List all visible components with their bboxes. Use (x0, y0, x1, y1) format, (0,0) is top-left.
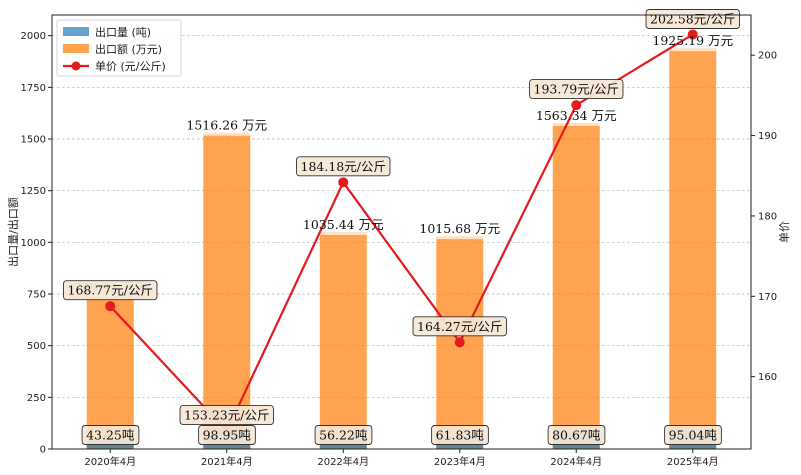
legend-swatch-amount (63, 44, 89, 53)
bar-amount-cap (436, 236, 484, 240)
volume-label-box (664, 425, 722, 445)
bar-export-amount (319, 235, 367, 449)
price-label: 153.23元/公斤 (184, 408, 269, 423)
left-y-axis: 0 250 500 750 1000 1250 1500 1750 2000 (21, 31, 52, 456)
price-label-box (63, 280, 158, 301)
price-label: 184.18元/公斤 (301, 159, 386, 174)
price-point (571, 100, 582, 111)
export-amount-bars (86, 48, 717, 450)
right-y-axis: 160 170 180 190 200 (751, 51, 777, 383)
grid (52, 35, 751, 398)
price-point (454, 337, 465, 348)
price-label: 202.58元/公斤 (650, 12, 735, 27)
x-tick-label: 2022年4月 (317, 455, 369, 468)
y2-tick-label: 180 (758, 211, 777, 222)
x-tick-label: 2020年4月 (84, 455, 136, 468)
price-label-group: 193.79元/公斤 (529, 79, 624, 100)
x-tick-label: 2025年4月 (667, 455, 719, 468)
volume-label: 98.95吨 (203, 428, 252, 443)
volume-label-box (431, 425, 489, 445)
price-label-box (296, 156, 391, 177)
price-label: 193.79元/公斤 (534, 82, 619, 97)
legend-label-volume: 出口量 (吨) (95, 25, 151, 39)
x-tick-label: 2023年4月 (434, 455, 486, 468)
bar-amount-cap (203, 132, 251, 136)
volume-label-group: 43.25吨 (81, 425, 140, 445)
y-tick-label: 750 (27, 290, 46, 301)
legend-label-amount: 出口额 (万元) (95, 42, 162, 56)
volume-label-group: 98.95吨 (198, 425, 256, 445)
price-label-box (645, 9, 740, 29)
price-label-group: 153.23元/公斤 (179, 405, 274, 426)
price-label-group: 164.27元/公斤 (412, 316, 507, 337)
bar-amount-cap (669, 48, 717, 52)
price-label: 168.77元/公斤 (68, 283, 153, 298)
volume-label: 80.67吨 (552, 428, 601, 443)
bar-amount-cap (319, 232, 367, 236)
y2-tick-label: 160 (758, 372, 777, 383)
price-point (338, 177, 349, 188)
x-axis: 2020年4月 2021年4月 2022年4月 2023年4月 2024年4月 2025年… (84, 449, 719, 468)
volume-label: 56.22吨 (319, 428, 368, 443)
amount-label: 1035.44 万元 (303, 217, 384, 232)
price-label-group: 168.77元/公斤 (63, 280, 158, 301)
price-label-group: 202.58元/公斤 (645, 9, 740, 29)
volume-label-box (81, 425, 140, 445)
y-tick-label: 0 (40, 445, 46, 456)
volume-label-box (314, 425, 373, 445)
price-label-box (412, 316, 507, 337)
volume-label-box (198, 425, 256, 445)
volume-label-group: 80.67吨 (547, 425, 606, 445)
amount-label: 1516.26 万元 (186, 118, 267, 133)
legend-swatch-volume (63, 27, 89, 36)
price-point (687, 29, 698, 40)
legend: 出口量 (吨) 出口额 (万元) 单价 (元/公斤) (56, 19, 182, 77)
y-tick-label: 2000 (21, 31, 46, 42)
legend-label-price: 单价 (元/公斤) (95, 60, 166, 73)
legend-marker-price (71, 61, 81, 71)
price-label-group: 184.18元/公斤 (296, 156, 391, 177)
x-tick-label: 2021年4月 (201, 455, 253, 468)
y2-tick-label: 190 (758, 131, 777, 142)
x-tick-label: 2024年4月 (550, 455, 602, 468)
y-tick-label: 1000 (21, 238, 46, 249)
export-volume-bars (86, 428, 717, 449)
bar-export-amount (669, 51, 717, 449)
y-tick-label: 500 (27, 341, 46, 352)
y-tick-label: 1750 (21, 83, 46, 94)
price-label-box (179, 405, 274, 426)
price-point (105, 301, 116, 312)
volume-label-group: 61.83吨 (431, 425, 489, 445)
bar-export-amount (552, 125, 600, 450)
volume-label: 61.83吨 (436, 428, 485, 443)
left-axis-label: 出口量/出口额 (6, 197, 20, 267)
y2-tick-label: 200 (758, 51, 777, 62)
bar-export-amount (203, 135, 251, 450)
y2-tick-label: 170 (758, 292, 777, 303)
price-label: 164.27元/公斤 (417, 319, 502, 334)
bar-amount-cap (552, 122, 600, 126)
price-label-box (529, 79, 624, 100)
plot-frame (51, 14, 752, 450)
volume-label-box (547, 425, 606, 445)
volume-label: 95.04吨 (669, 428, 718, 443)
y-tick-label: 250 (27, 393, 46, 404)
volume-label: 43.25吨 (86, 428, 135, 443)
amount-label: 1925.19 万元 (652, 33, 733, 48)
amount-label: 1015.68 万元 (419, 221, 500, 236)
y-tick-label: 1500 (21, 135, 46, 146)
volume-label-group: 95.04吨 (664, 425, 722, 445)
y-tick-label: 1250 (21, 186, 46, 197)
right-axis-label: 单价 (778, 221, 791, 243)
volume-label-group: 56.22吨 (314, 425, 373, 445)
amount-label: 1563.34 万元 (536, 108, 617, 123)
